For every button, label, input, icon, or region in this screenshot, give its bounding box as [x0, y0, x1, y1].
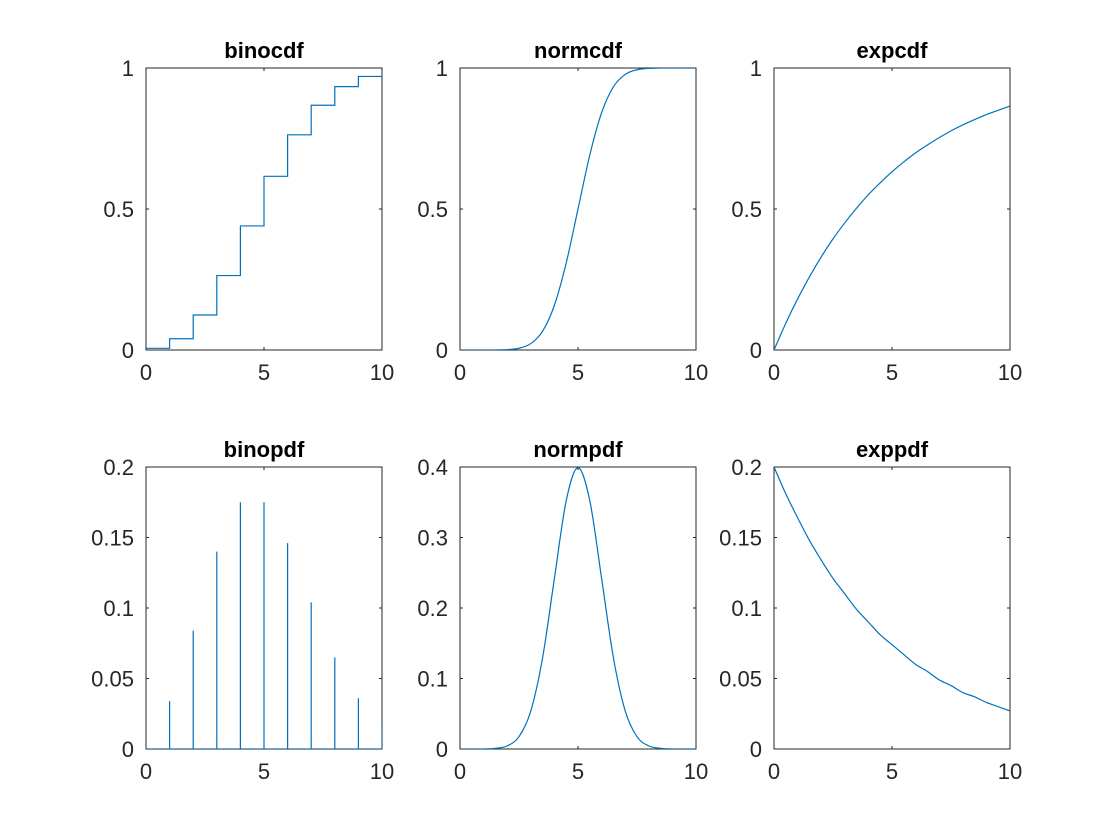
x-tick-label: 10: [998, 360, 1022, 385]
chart-title: normcdf: [534, 38, 623, 63]
curve-line: [460, 467, 696, 749]
y-tick-label: 0.5: [731, 197, 762, 222]
x-tick-label: 5: [258, 759, 270, 784]
chart-title: binocdf: [224, 38, 304, 63]
y-tick-label: 0.2: [731, 455, 762, 480]
y-tick-label: 0.3: [417, 526, 448, 551]
x-tick-label: 10: [684, 759, 708, 784]
x-tick-label: 0: [140, 759, 152, 784]
x-tick-label: 0: [454, 759, 466, 784]
curve-line: [774, 467, 1010, 712]
x-tick-label: 10: [370, 360, 394, 385]
chart-title: normpdf: [533, 437, 623, 462]
x-tick-label: 0: [768, 759, 780, 784]
y-tick-label: 0.05: [719, 667, 762, 692]
x-tick-label: 10: [684, 360, 708, 385]
y-tick-label: 0.1: [731, 596, 762, 621]
y-tick-label: 0.1: [103, 596, 134, 621]
data-series: [460, 467, 696, 749]
stairs-line: [146, 71, 382, 349]
axes-box: [773, 466, 1011, 750]
data-series: [146, 502, 382, 749]
data-series: [774, 467, 1010, 712]
curve-line: [774, 105, 1010, 350]
y-tick-label: 0: [436, 338, 448, 363]
axes-box: [459, 466, 697, 750]
y-tick-label: 0: [122, 338, 134, 363]
chart-title: binopdf: [224, 437, 305, 462]
y-tick-label: 0.5: [103, 197, 134, 222]
y-tick-label: 0.2: [103, 455, 134, 480]
x-tick-label: 0: [454, 360, 466, 385]
y-tick-label: 0.4: [417, 455, 448, 480]
subplot-normcdf: normcdf 0 5 10 0 0.5 1: [417, 38, 708, 385]
subplot-exppdf: exppdf 0 5 10 0 0.05 0.1 0.15 0.2: [719, 437, 1022, 784]
chart-title: exppdf: [856, 437, 929, 462]
x-tick-label: 0: [768, 360, 780, 385]
data-series: [146, 71, 382, 349]
y-tick-label: 0: [750, 338, 762, 363]
subplot-normpdf: normpdf 0 5 10 0 0.1 0.2 0.3 0.4: [417, 437, 708, 784]
y-tick-label: 1: [750, 56, 762, 81]
x-tick-label: 5: [886, 759, 898, 784]
subplot-binocdf: binocdf 0 5 10 0 0.5 1: [103, 38, 394, 385]
x-tick-label: 5: [258, 360, 270, 385]
data-series: [460, 68, 696, 350]
curve-line: [460, 68, 696, 350]
x-tick-label: 10: [998, 759, 1022, 784]
x-tick-label: 5: [886, 360, 898, 385]
y-tick-label: 0.15: [719, 526, 762, 551]
y-tick-label: 0: [750, 737, 762, 762]
x-tick-label: 10: [370, 759, 394, 784]
y-tick-label: 0.05: [91, 667, 134, 692]
y-tick-label: 0.5: [417, 197, 448, 222]
y-tick-label: 0: [436, 737, 448, 762]
subplot-expcdf: expcdf 0 5 10 0 0.5 1: [731, 38, 1022, 385]
y-tick-label: 1: [122, 56, 134, 81]
x-tick-label: 5: [572, 759, 584, 784]
x-tick-label: 5: [572, 360, 584, 385]
y-tick-label: 1: [436, 56, 448, 81]
subplot-binopdf: binopdf 0 5 10 0 0.05 0.1 0.15 0.2: [91, 437, 394, 784]
y-tick-label: 0: [122, 737, 134, 762]
chart-title: expcdf: [857, 38, 929, 63]
y-tick-label: 0.1: [417, 667, 448, 692]
y-tick-label: 0.2: [417, 596, 448, 621]
axes-box: [773, 67, 1011, 351]
data-series: [774, 105, 1010, 350]
x-tick-label: 0: [140, 360, 152, 385]
y-tick-label: 0.15: [91, 526, 134, 551]
